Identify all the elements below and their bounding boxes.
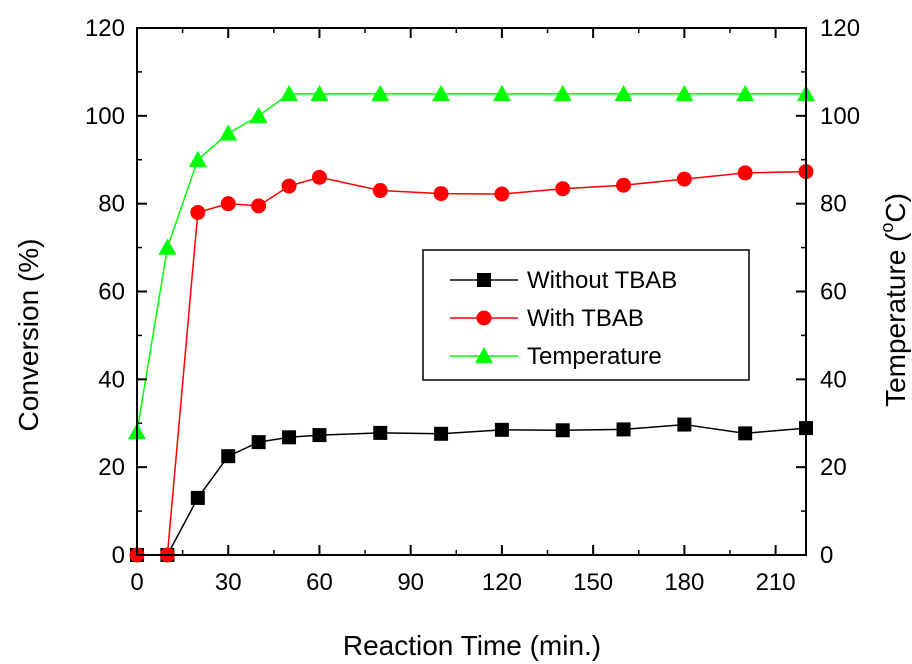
data-point-0-7 (373, 425, 388, 440)
y2-tick-label-3: 60 (820, 279, 847, 306)
y2-tick-label-1: 20 (820, 454, 847, 481)
series-layer (128, 84, 815, 563)
data-point-2-1 (158, 238, 177, 255)
axes-layer: 0 30 60 90 120 150 180 210 0 20 40 60 80 100 120 0 20 40 6… (85, 15, 860, 596)
x-tick-label-3: 90 (397, 569, 424, 596)
data-point-2-6 (310, 84, 329, 102)
y-tick-label-1: 20 (98, 454, 125, 481)
data-point-1-3 (220, 196, 236, 212)
x-axis-title: Reaction Time (min.) (343, 630, 601, 661)
data-point-1-5 (281, 178, 297, 194)
data-point-0-3 (221, 449, 236, 464)
data-point-2-3 (219, 124, 238, 141)
y2-tick-label-2: 40 (820, 366, 847, 393)
data-point-2-8 (432, 84, 451, 102)
data-point-1-11 (616, 177, 632, 193)
data-point-1-6 (311, 169, 327, 185)
y2-axis-title: Temperature (oC) (877, 193, 911, 407)
data-point-2-11 (614, 84, 633, 102)
data-point-1-12 (676, 171, 692, 187)
data-point-2-9 (492, 84, 511, 102)
data-point-1-9 (494, 186, 510, 202)
y-tick-label-4: 80 (98, 191, 125, 218)
y-tick-label-3: 60 (98, 279, 125, 306)
legend-label-0: Without TBAB (527, 267, 677, 294)
data-point-2-7 (371, 84, 390, 102)
y-tick-label-5: 100 (85, 103, 125, 130)
series-1 (129, 164, 814, 563)
x-tick-label-6: 180 (664, 569, 704, 596)
data-point-1-8 (433, 186, 449, 202)
y-tick-label-2: 40 (98, 366, 125, 393)
data-point-2-5 (280, 84, 299, 102)
legend: Without TBAB With TBAB Temperature (422, 249, 750, 381)
data-point-0-4 (251, 435, 266, 450)
data-point-0-2 (190, 490, 205, 505)
data-point-0-6 (312, 428, 327, 443)
legend-label-2: Temperature (527, 343, 662, 370)
y2-tick-label-4: 80 (820, 191, 847, 218)
y2-tick-label-6: 120 (820, 15, 860, 42)
y2-tick-label-5: 100 (820, 103, 860, 130)
y-tick-label-6: 120 (85, 15, 125, 42)
data-point-2-2 (188, 150, 207, 167)
data-point-1-10 (555, 181, 571, 197)
legend-marker-1 (476, 310, 492, 326)
x-tick-label-2: 60 (306, 569, 333, 596)
data-point-0-9 (494, 422, 509, 437)
x-tick-label-4: 120 (482, 569, 522, 596)
data-point-0-8 (434, 426, 449, 441)
y-tick-label-0: 0 (112, 542, 125, 569)
legend-label-1: With TBAB (527, 305, 644, 332)
x-tick-label-7: 210 (756, 569, 796, 596)
data-point-2-13 (736, 84, 755, 102)
data-point-0-5 (282, 430, 297, 445)
legend-marker-2 (475, 347, 493, 364)
data-point-1-4 (251, 198, 267, 214)
data-point-2-4 (249, 106, 268, 124)
y2-tick-label-0: 0 (820, 542, 833, 569)
data-point-0-13 (738, 426, 753, 441)
legend-marker-0 (477, 273, 491, 287)
x-tick-label-1: 30 (215, 569, 242, 596)
x-tick-label-5: 150 (573, 569, 613, 596)
data-point-1-13 (737, 165, 753, 181)
x-tick-label-0: 0 (130, 569, 143, 596)
data-point-0-11 (616, 422, 631, 437)
legend-items: Without TBAB With TBAB Temperature (450, 267, 677, 370)
data-point-2-10 (553, 84, 572, 102)
data-point-2-12 (675, 84, 694, 102)
y-axis-title: Conversion (%) (13, 239, 44, 432)
data-point-0-10 (555, 423, 570, 438)
data-point-0-12 (677, 417, 692, 432)
data-point-1-7 (372, 182, 388, 198)
data-point-1-2 (190, 204, 206, 220)
